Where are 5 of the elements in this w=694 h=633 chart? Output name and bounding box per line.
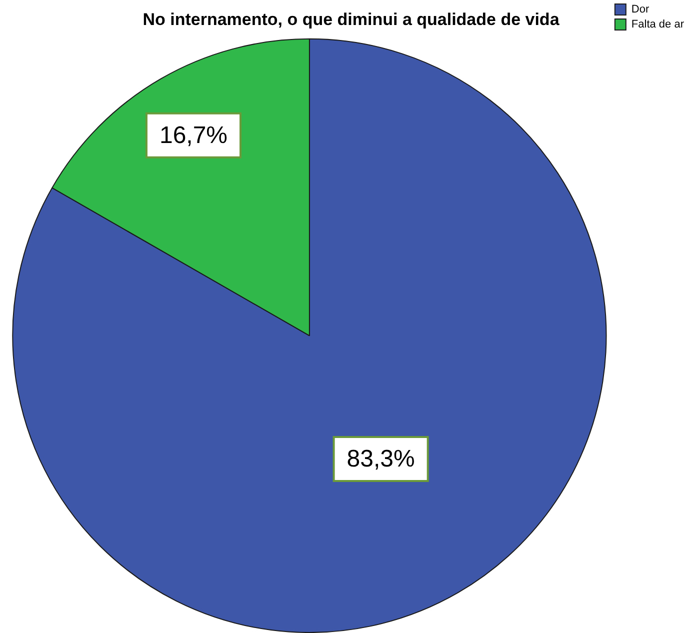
data-label: 16,7% [159,122,228,149]
legend-label: Falta de ar [631,18,684,31]
chart-title: No internamento, o que diminui a qualidade de vida [142,10,560,29]
data-label: 83,3% [346,446,415,473]
legend-label: Dor [631,4,650,16]
